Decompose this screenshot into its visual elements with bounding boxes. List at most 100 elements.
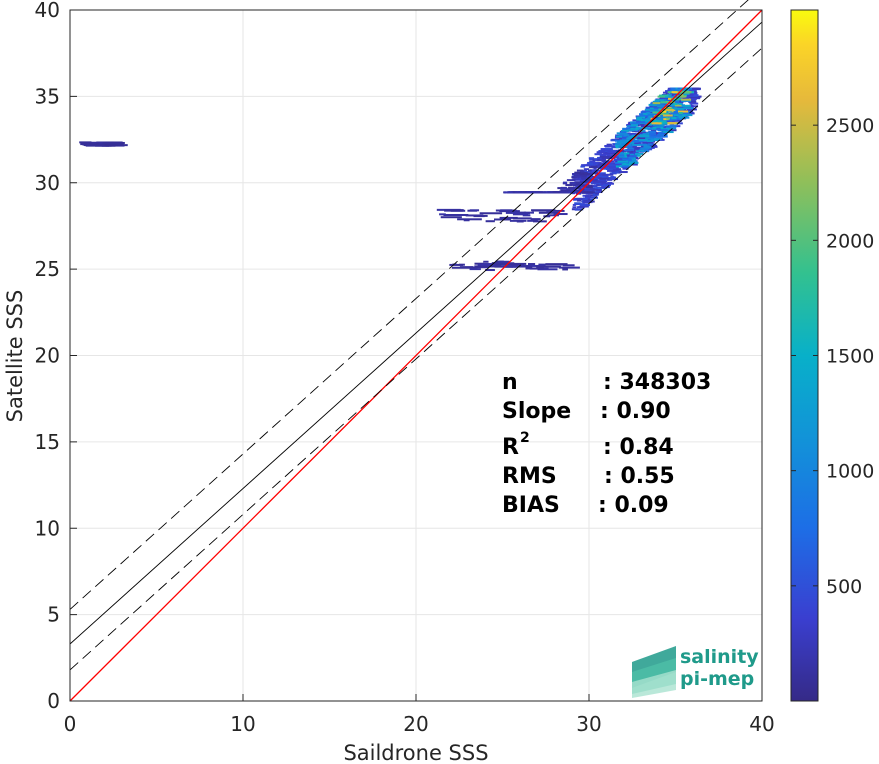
stat-r2-value: : 0.84 [603,435,674,460]
stat-r2-label: R [502,435,519,460]
density-cell [89,143,107,146]
density-cell [638,137,642,140]
density-cell [585,178,592,181]
density-cell [647,113,659,116]
density-cell [635,127,640,130]
density-cell [580,198,588,201]
density-cell [631,125,637,128]
density-cell [606,168,617,171]
density-cell [494,265,514,268]
density-cell [571,173,583,176]
density-cell [512,213,529,216]
density-cell [606,154,611,157]
density-cell [664,116,668,119]
density-cell [556,191,562,194]
density-cell [629,129,634,132]
stat-bias-value: : 0.09 [598,493,669,518]
density-cell [443,214,469,217]
density-cell [672,99,680,102]
colorbar-tick-label: 500 [826,576,862,598]
density-cell [505,262,527,265]
density-cell [614,158,623,161]
density-cell [646,111,650,114]
density-cell [570,183,580,186]
density-cell [527,191,532,194]
density-cell [674,104,682,107]
density-cell [483,260,489,263]
density-cell [590,179,595,182]
density-cell [579,205,587,208]
density-cell [609,164,619,167]
density-cell [615,165,623,168]
density-cell [623,153,627,156]
density-cell [681,112,691,115]
density-cell [580,165,586,168]
density-cell [498,260,510,263]
density-cell [579,204,590,207]
density-cell [628,156,634,159]
density-cell [612,169,619,172]
colorbar-tick-label: 1000 [826,461,874,483]
density-cell [465,214,484,217]
density-cell [659,94,669,97]
density-cell [627,145,633,148]
density-cell [660,96,665,99]
density-cell [636,118,647,121]
y-tick-label: 35 [35,84,60,108]
density-cell [688,105,699,108]
density-cell [660,122,668,125]
density-cell [690,102,699,105]
density-cell [553,213,568,216]
density-cell [539,191,544,194]
density-cell [563,181,568,184]
density-cell [652,102,661,105]
density-cell [560,189,571,192]
density-cell [656,114,668,117]
density-cell [650,129,657,132]
density-cell [649,107,658,110]
density-cell [572,206,577,209]
density-cell [683,106,694,109]
density-cell [581,184,587,187]
density-cell [627,127,635,130]
density-cell [591,161,600,164]
density-cell [588,184,593,187]
logo-text-pimep: pi-mep [680,668,754,690]
density-cell [657,120,667,123]
density-cell [579,187,590,190]
density-cell [601,157,607,160]
density-cell [568,186,575,189]
density-cell [643,145,650,148]
density-cell [585,186,593,189]
density-cell [616,132,628,135]
density-cell [671,117,677,120]
density-cell [678,111,683,114]
density-cell [638,149,645,152]
density-cell [607,169,618,172]
density-cell [654,124,661,127]
density-cell [645,137,656,140]
logo-wave-icon-3 [632,670,676,698]
density-cell [513,217,532,220]
salinity-pimep-logo: salinity pi-mep [632,646,759,698]
density-cell [604,144,608,147]
density-cell [609,172,617,175]
density-cell [82,143,87,146]
density-cell [673,103,678,106]
density-cell [603,184,611,187]
density-cell [618,157,625,160]
density-cell [620,131,627,134]
density-cell [648,115,653,118]
density-cell [666,107,673,110]
density-cell [596,180,607,183]
density-cell [646,117,651,120]
x-axis-label: Saildrone SSS [343,741,488,764]
density-cell [593,158,598,161]
density-cell [664,113,670,116]
density-cell [552,191,559,194]
density-cell [500,209,513,212]
density-cell [547,191,556,194]
density-cell [607,181,613,184]
density-cell [678,102,682,105]
density-cell [669,107,678,110]
